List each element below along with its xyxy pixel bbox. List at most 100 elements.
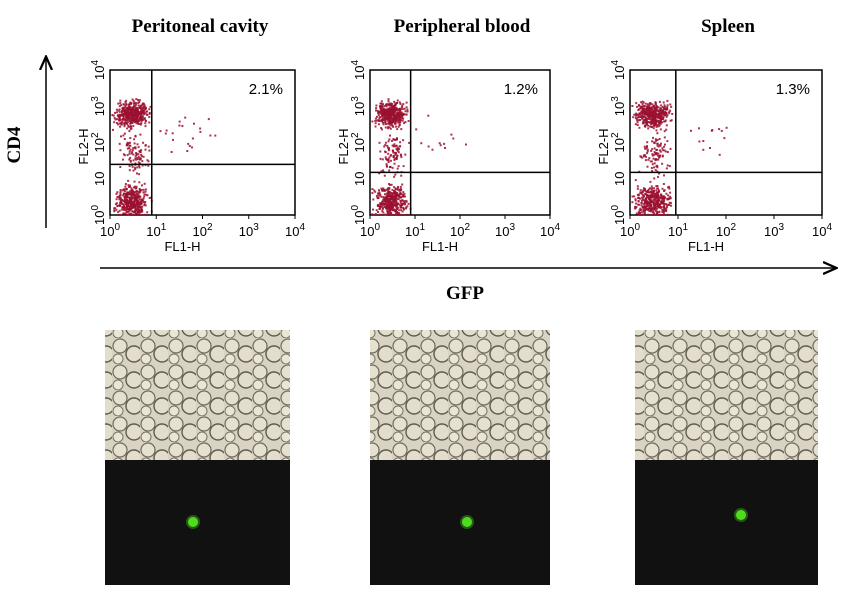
event-dot bbox=[387, 203, 390, 206]
event-dot bbox=[384, 189, 387, 192]
event-dot bbox=[143, 113, 145, 116]
event-dot bbox=[666, 204, 669, 207]
event-dot bbox=[128, 120, 131, 123]
event-dot bbox=[405, 113, 408, 116]
event-dot bbox=[381, 106, 384, 109]
event-dot bbox=[638, 116, 641, 119]
event-dot bbox=[134, 103, 137, 106]
event-dot bbox=[134, 155, 137, 158]
event-dot bbox=[652, 206, 655, 209]
event-dot bbox=[378, 205, 381, 208]
event-dot bbox=[379, 202, 382, 205]
event-dot bbox=[377, 211, 379, 213]
y-axis-title: FL2-H bbox=[336, 128, 351, 164]
event-dot bbox=[388, 208, 391, 211]
event-dot bbox=[658, 198, 661, 201]
event-dot bbox=[666, 151, 669, 153]
event-dot bbox=[130, 204, 132, 207]
event-dot bbox=[402, 103, 405, 106]
event-dot bbox=[645, 206, 648, 209]
event-dot bbox=[393, 192, 396, 195]
event-dot bbox=[718, 128, 721, 131]
event-dot bbox=[119, 197, 122, 199]
event-dot bbox=[386, 188, 389, 191]
event-dot bbox=[649, 207, 652, 210]
event-dot bbox=[141, 184, 143, 187]
event-dot bbox=[664, 209, 667, 212]
event-dot bbox=[387, 127, 389, 130]
event-dot bbox=[637, 104, 640, 107]
event-dot bbox=[115, 202, 118, 205]
event-dot bbox=[387, 210, 390, 213]
brightfield-image bbox=[635, 330, 818, 460]
event-dot bbox=[402, 165, 405, 168]
event-dot bbox=[640, 201, 643, 204]
event-dot bbox=[656, 166, 659, 169]
event-dot bbox=[115, 192, 118, 195]
event-dot bbox=[382, 121, 385, 124]
event-dot bbox=[394, 139, 397, 141]
event-dot bbox=[388, 126, 391, 129]
event-dot bbox=[640, 211, 643, 214]
event-dot bbox=[123, 204, 125, 207]
x-axis-title: FL1-H bbox=[164, 239, 200, 254]
event-dot bbox=[655, 105, 658, 108]
event-dot bbox=[127, 205, 130, 208]
flow-plot-1: Peritoneal cavity 2.1% 100 101 102 103 104 FL1-… bbox=[76, 16, 305, 254]
event-dot bbox=[662, 202, 665, 205]
event-dot bbox=[140, 189, 143, 192]
event-dot bbox=[654, 159, 657, 162]
event-dot bbox=[384, 120, 387, 123]
event-dot bbox=[384, 198, 387, 201]
event-dot bbox=[398, 114, 401, 117]
event-dot bbox=[702, 148, 705, 151]
event-dot bbox=[141, 160, 144, 163]
event-dot bbox=[137, 194, 140, 197]
event-dot bbox=[663, 200, 666, 203]
event-dot bbox=[119, 149, 122, 152]
event-dot bbox=[659, 117, 662, 120]
event-dot bbox=[125, 206, 128, 209]
event-dot bbox=[127, 179, 130, 182]
event-dot bbox=[402, 191, 405, 194]
event-dot bbox=[138, 150, 141, 153]
event-dot bbox=[405, 101, 408, 104]
event-dot bbox=[136, 166, 139, 169]
event-dot bbox=[378, 172, 381, 175]
event-dot bbox=[383, 105, 386, 107]
event-dot bbox=[661, 114, 664, 117]
event-dot bbox=[651, 125, 654, 128]
event-dot bbox=[643, 204, 646, 207]
event-dot bbox=[387, 111, 390, 114]
x-axis-title: FL1-H bbox=[422, 239, 458, 254]
event-dot bbox=[664, 143, 666, 146]
event-dot bbox=[647, 189, 649, 192]
event-dot bbox=[397, 111, 400, 114]
event-dot bbox=[394, 153, 397, 156]
event-dot bbox=[652, 203, 655, 205]
event-dot bbox=[669, 109, 672, 112]
event-dot bbox=[386, 213, 389, 216]
event-dot bbox=[392, 156, 395, 159]
event-dot bbox=[141, 199, 144, 202]
event-dot bbox=[650, 194, 653, 197]
event-dot bbox=[648, 207, 651, 210]
event-dot bbox=[381, 118, 384, 121]
x-tick-label: 104 bbox=[540, 222, 560, 239]
event-dot bbox=[659, 122, 662, 125]
event-dot bbox=[400, 111, 403, 114]
event-dot bbox=[142, 141, 145, 144]
event-dot bbox=[380, 170, 383, 173]
event-dot bbox=[638, 112, 641, 115]
event-dot bbox=[658, 210, 661, 213]
event-dot bbox=[130, 102, 133, 105]
event-dot bbox=[140, 108, 143, 111]
event-dot bbox=[122, 134, 125, 137]
event-dot bbox=[134, 104, 137, 107]
event-dot bbox=[648, 198, 650, 200]
event-dot bbox=[139, 156, 142, 159]
event-dot bbox=[390, 104, 393, 107]
event-dot bbox=[399, 191, 402, 194]
event-dot bbox=[654, 110, 657, 113]
event-dot bbox=[191, 146, 193, 149]
